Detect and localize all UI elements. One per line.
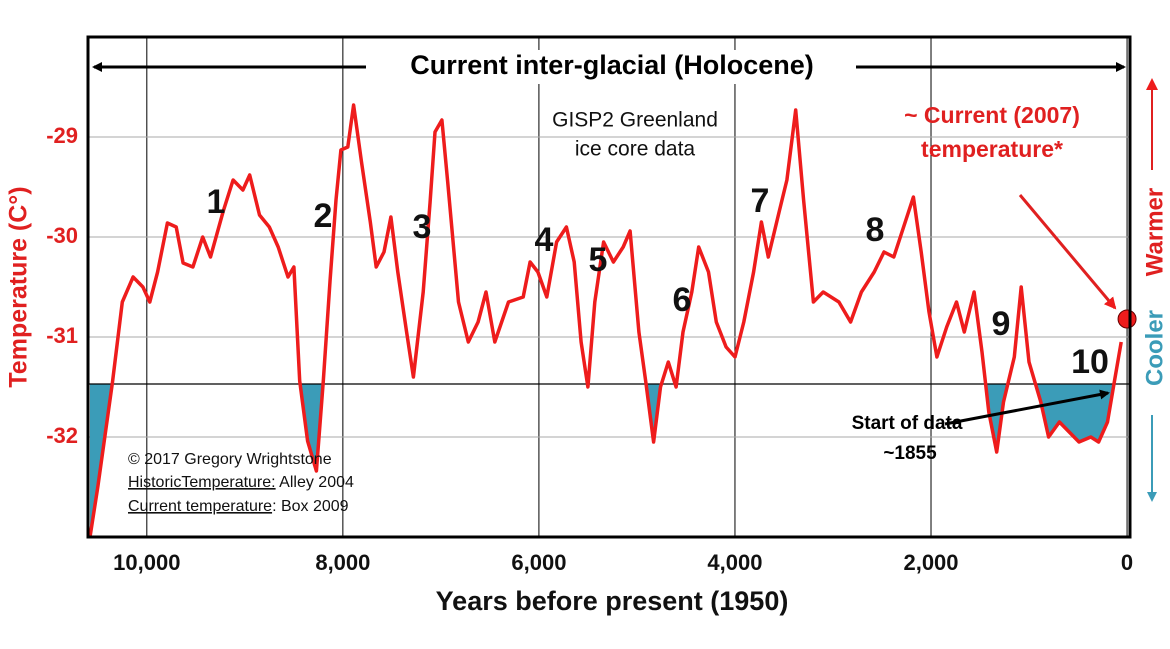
peak-label: 8 [866,211,885,249]
grid [88,37,1130,537]
peak-label: 5 [589,241,608,279]
peak-label: 10 [1071,343,1109,381]
x-axis-label: Years before present (1950) [436,586,789,616]
start-label: ~1855 [883,443,937,464]
frame [86,35,1132,539]
peak-label: 7 [751,182,770,220]
peak-label: 2 [314,197,333,235]
credit: HistoricTemperature: Alley 2004 [128,474,354,491]
x-tick-label: 4,000 [707,550,762,575]
subtitle: ice core data [575,138,696,161]
plot [86,35,1137,539]
temperature-line [88,103,1123,538]
cooler: Cooler [1141,310,1168,386]
y-tick-label: -30 [46,223,78,248]
labels: 10,000 8,000 6,000 4,000 2,000 0 -29 -30 -31 -32 C… [5,50,1168,616]
credit-source: Alley 2004 [276,474,354,491]
peak-label: 1 [207,183,226,221]
peak-label: 9 [992,305,1011,343]
x-tick-label: 0 [1121,550,1133,575]
x-tick-label: 6,000 [511,550,566,575]
credit: Current temperature: Box 2009 [128,498,349,515]
peak-label: 3 [413,208,432,246]
current-arrow [1018,194,1117,310]
current-label: temperature* [921,136,1063,162]
start-label: Start of data [852,413,963,434]
x-tick-label: 10,000 [113,550,180,575]
start-arrow [944,389,1110,426]
y-axis-label: Temperature (C°) [5,186,33,387]
credit-label: HistoricTemperature: [128,474,276,491]
y-tick-label: -31 [46,323,78,348]
x-tick-label: 8,000 [315,550,370,575]
banner: Current inter-glacial (Holocene) [410,50,814,80]
current-point [1117,309,1137,329]
peak-label: 6 [673,281,692,319]
banner-bg [366,50,856,84]
credit: © 2017 Gregory Wrightstone [128,451,332,468]
subtitle: GISP2 Greenland [552,109,718,132]
warmer: Warmer [1141,188,1168,276]
credit-source: : Box 2009 [272,498,349,515]
current-label: ~ Current (2007) [904,102,1080,128]
y-tick-label: -32 [46,423,78,448]
credit-label: Current temperature [128,498,272,515]
peak-label: 4 [535,221,554,259]
x-tick-label: 2,000 [903,550,958,575]
y-tick-label: -29 [46,123,78,148]
